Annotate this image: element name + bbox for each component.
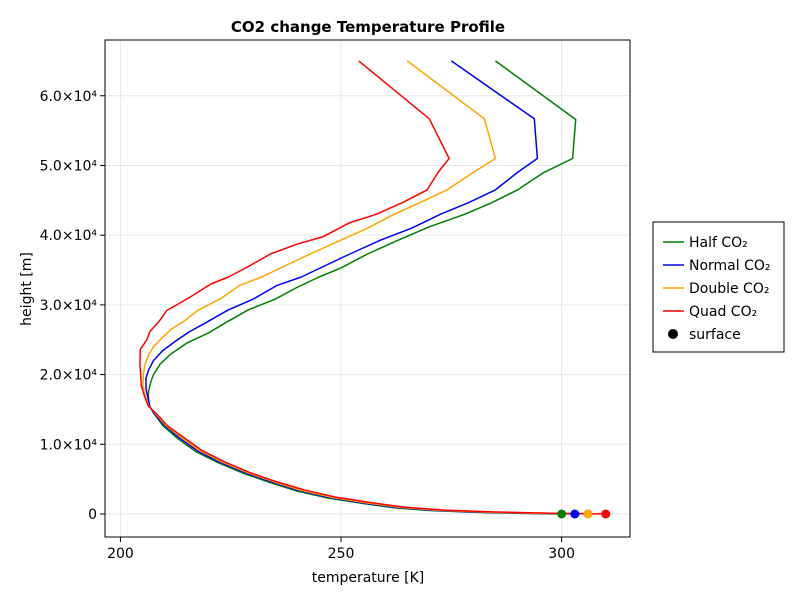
legend-label: Normal CO₂ — [689, 258, 771, 274]
y-tick-label: 6.0×10⁴ — [40, 89, 98, 105]
x-tick-label: 300 — [548, 546, 575, 562]
surface-point — [570, 509, 580, 519]
surface-point — [601, 509, 611, 519]
series-line-normal-co — [145, 60, 575, 515]
y-tick-label: 3.0×10⁴ — [40, 298, 98, 314]
series-layer — [139, 60, 606, 515]
surface-markers — [557, 509, 611, 519]
legend-label: Half CO₂ — [689, 235, 748, 251]
legend-marker — [668, 329, 678, 339]
surface-point — [583, 509, 593, 519]
y-tick-label: 5.0×10⁴ — [40, 158, 98, 174]
y-tick-label: 0 — [88, 507, 97, 523]
legend: Half CO₂ Normal CO₂ Double CO₂ Quad CO₂ surf… — [652, 221, 785, 353]
plot-frame — [104, 39, 631, 538]
grid-lines — [105, 40, 630, 537]
axis-ticks: 200 250 300 0 1.0×10⁴ 2.0×10⁴ 3.0×10⁴ 4.0×10⁴ 5.… — [40, 89, 575, 562]
x-axis-label: temperature [K] — [312, 570, 425, 586]
x-tick-label: 250 — [328, 546, 355, 562]
legend-label: Double CO₂ — [689, 281, 769, 297]
y-tick-label: 1.0×10⁴ — [40, 437, 98, 453]
legend-label: surface — [689, 327, 741, 343]
chart-title: CO2 change Temperature Profile — [231, 18, 505, 36]
series-line-double-co — [142, 60, 589, 515]
legend-label: Quad CO₂ — [689, 304, 757, 320]
y-tick-label: 2.0×10⁴ — [40, 368, 98, 384]
y-tick-label: 4.0×10⁴ — [40, 228, 98, 244]
surface-point — [557, 509, 567, 519]
series-line-half-co — [147, 60, 577, 515]
series-line-quad-co — [139, 60, 606, 515]
x-tick-label: 200 — [107, 546, 134, 562]
y-axis-label: height [m] — [19, 252, 35, 326]
